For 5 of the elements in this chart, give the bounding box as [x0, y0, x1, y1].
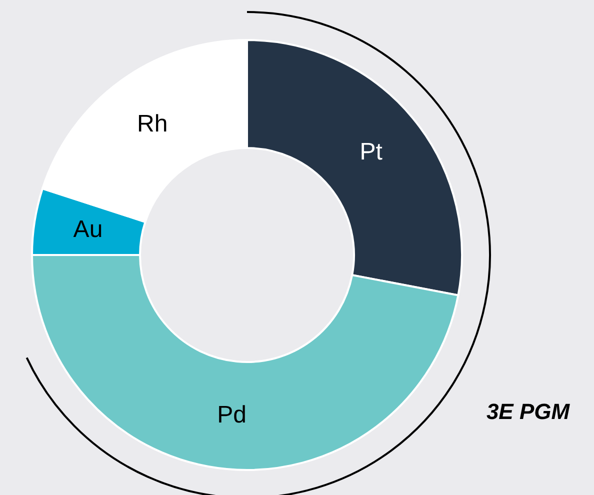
slice-label: Pt	[360, 138, 383, 166]
slice-label: Au	[73, 216, 103, 243]
text: 3E PGM	[486, 399, 570, 424]
slice-label: Pd	[217, 401, 247, 428]
slice-label: Rh	[137, 110, 168, 138]
